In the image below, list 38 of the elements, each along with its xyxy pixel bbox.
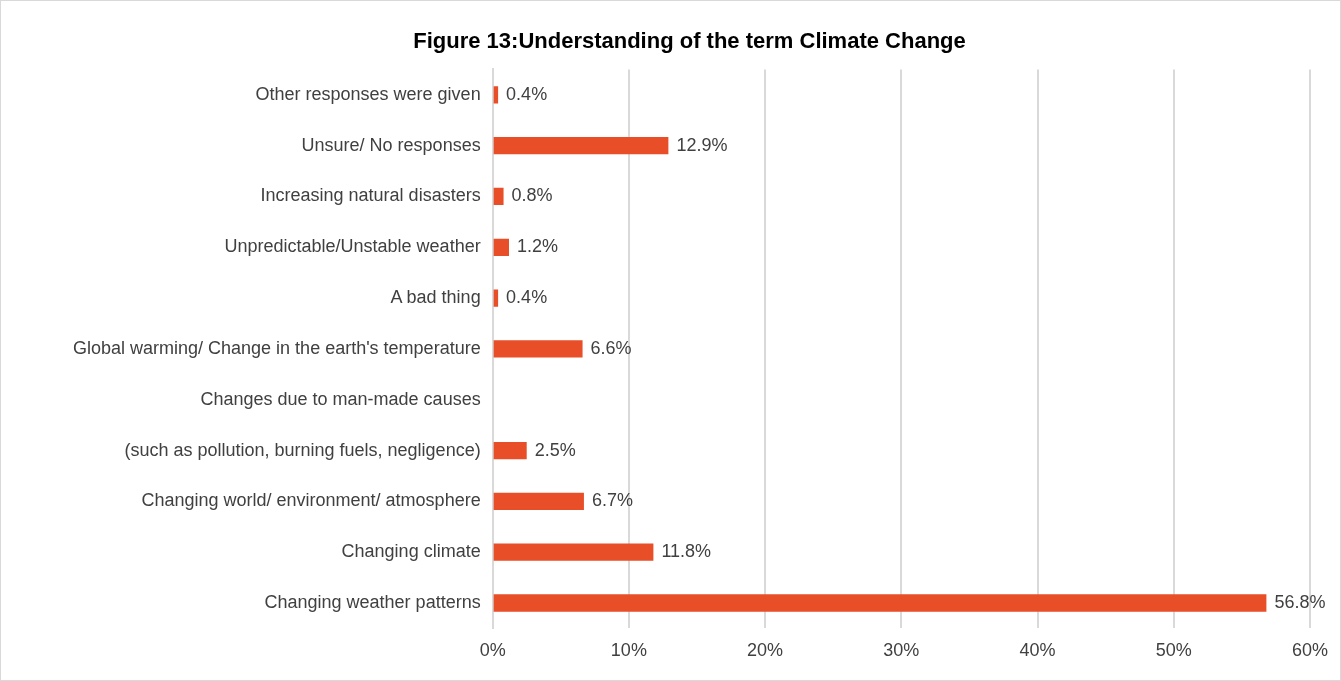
data-label: 56.8% — [1274, 591, 1326, 612]
x-tick-label: 20% — [747, 640, 784, 661]
bar — [493, 187, 504, 206]
data-label: 0.4% — [506, 287, 548, 308]
bar — [493, 289, 499, 307]
data-label: 6.6% — [590, 337, 632, 358]
data-label: 1.2% — [517, 236, 559, 257]
data-label: 2.5% — [534, 439, 576, 460]
y-tick-label: Other responses were given — [255, 83, 481, 104]
bar — [493, 543, 654, 561]
y-tick-label: Changing weather patterns — [264, 591, 481, 612]
x-tick-label: 40% — [1019, 640, 1056, 661]
data-label: 6.7% — [591, 490, 633, 511]
y-tick-label: (such as pollution, burning fuels, negligence) — [124, 439, 481, 460]
y-tick-label: Changing climate — [341, 541, 481, 562]
y-tick-label: Global warming/ Change in the earth's temperature — [73, 337, 481, 358]
x-tick-label: 0% — [479, 640, 506, 661]
data-label: 0.4% — [506, 83, 548, 104]
y-tick-label: Changes due to man-made causes — [200, 388, 481, 409]
y-tick-label: Unsure/ No responses — [301, 134, 481, 155]
x-tick-label: 60% — [1291, 640, 1328, 661]
y-tick-label: Changing world/ environment/ atmosphere — [141, 490, 481, 511]
data-label: 0.8% — [511, 185, 553, 206]
x-tick-label: 10% — [610, 640, 647, 661]
y-tick-label: A bad thing — [390, 287, 481, 308]
y-tick-label: Increasing natural disasters — [260, 185, 481, 206]
bar — [493, 594, 1267, 612]
bar — [493, 441, 527, 460]
x-tick-label: 30% — [883, 640, 920, 661]
bar — [493, 238, 509, 256]
y-tick-label: Unpredictable/Unstable weather — [224, 236, 481, 257]
data-label: 11.8% — [661, 541, 712, 562]
bar — [493, 340, 583, 358]
bar — [493, 492, 584, 510]
data-label: 12.9% — [676, 134, 728, 155]
bar — [493, 136, 669, 155]
x-tick-label: 50% — [1155, 640, 1192, 661]
chart-title: Figure 13:Understanding of the term Climate Change — [413, 28, 966, 54]
